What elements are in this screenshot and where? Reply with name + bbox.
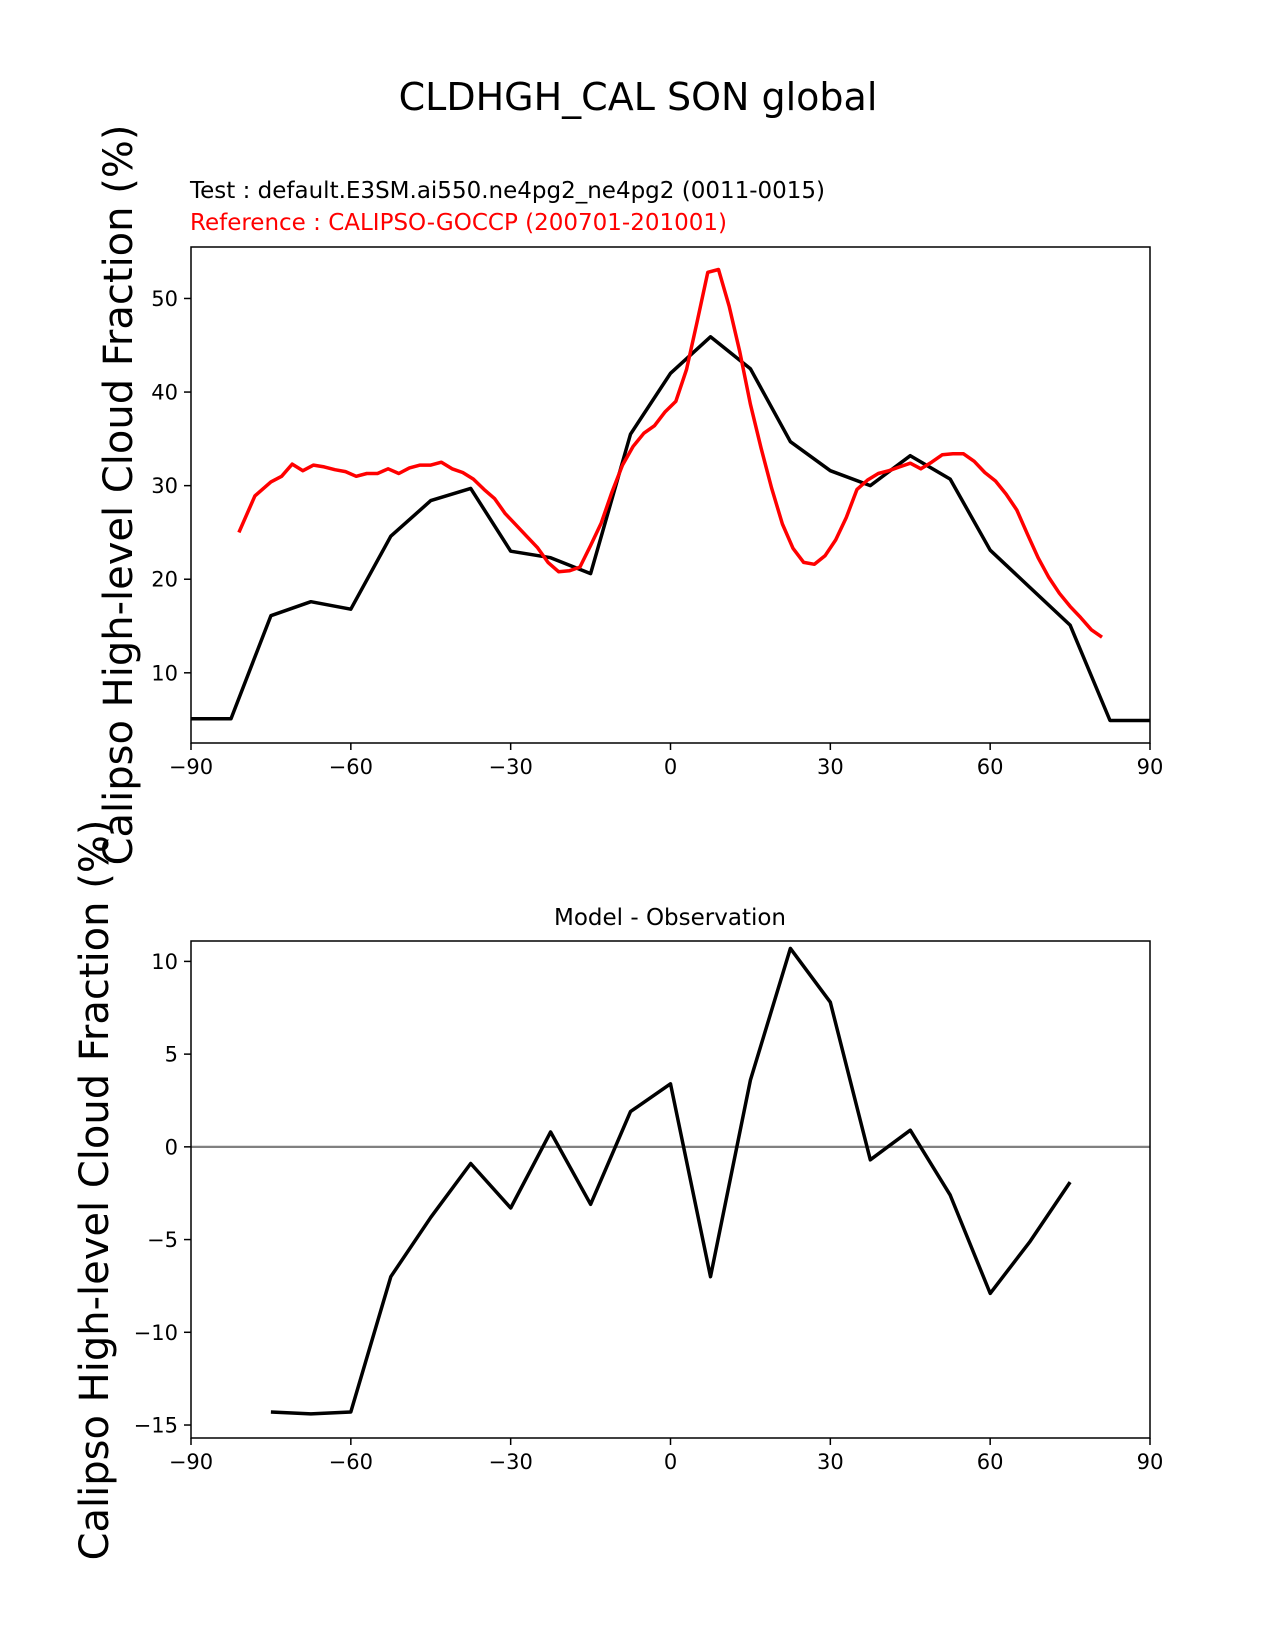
top-y-tick-label: 40 [151, 381, 178, 405]
bottom-x-tick-label: −30 [489, 1450, 533, 1474]
top-x-tick-label: 30 [817, 755, 844, 779]
top-axes-frame [190, 246, 1151, 744]
bottom-x-tick-label: −90 [169, 1450, 213, 1474]
top-x-tick-label: −90 [169, 755, 213, 779]
top-x-tick-label: −60 [329, 755, 373, 779]
bottom-x-tick-label: −60 [329, 1450, 373, 1474]
top-x-tick-label: 0 [664, 755, 677, 779]
bottom-axes-frame [190, 940, 1151, 1439]
figure-title: CLDHGH_CAL SON global [399, 75, 878, 119]
top-y-tick-label: 10 [151, 661, 178, 685]
reference-label: Reference : CALIPSO-GOCCP (200701-201001… [190, 210, 727, 236]
top-x-tick-label: −30 [489, 755, 533, 779]
bottom-x-tick-label: 0 [664, 1450, 677, 1474]
bottom-y-tick-label: −15 [134, 1414, 178, 1438]
y-axis-label-top: Calipso High-level Cloud Fraction (%) [96, 125, 142, 866]
bottom-y-tick-label: 0 [165, 1135, 178, 1159]
top-series-0-line [191, 335, 1150, 723]
top-y-tick-label: 50 [151, 287, 178, 311]
bottom-y-tick-label: −10 [134, 1321, 178, 1345]
bottom-series-0-line [270, 946, 1072, 1416]
bottom-y-tick-label: 10 [151, 950, 178, 974]
top-series-1-line [237, 267, 1104, 639]
y-axis-label-bottom: Calipso High-level Cloud Fraction (%) [72, 820, 118, 1561]
top-y-tick-label: 20 [151, 568, 178, 592]
bottom-x-tick-label: 30 [817, 1450, 844, 1474]
zonal-mean-plot: −90 −60 −30 0 30 60 90 10 20 30 40 50 [151, 246, 1164, 779]
bottom-x-tick-label: 60 [977, 1450, 1004, 1474]
top-y-tick-label: 30 [151, 474, 178, 498]
top-x-tick-label: 60 [977, 755, 1004, 779]
bottom-y-tick-label: −5 [147, 1228, 178, 1252]
bottom-y-tick-label: 5 [165, 1043, 178, 1067]
bottom-x-tick-label: 90 [1137, 1450, 1164, 1474]
diff-title: Model - Observation [554, 905, 786, 931]
test-label: Test : default.E3SM.ai550.ne4pg2_ne4pg2 … [189, 178, 825, 204]
top-x-tick-label: 90 [1137, 755, 1164, 779]
difference-plot: −90 −60 −30 0 30 60 90 −15 −10 −5 0 5 10 [134, 940, 1164, 1474]
